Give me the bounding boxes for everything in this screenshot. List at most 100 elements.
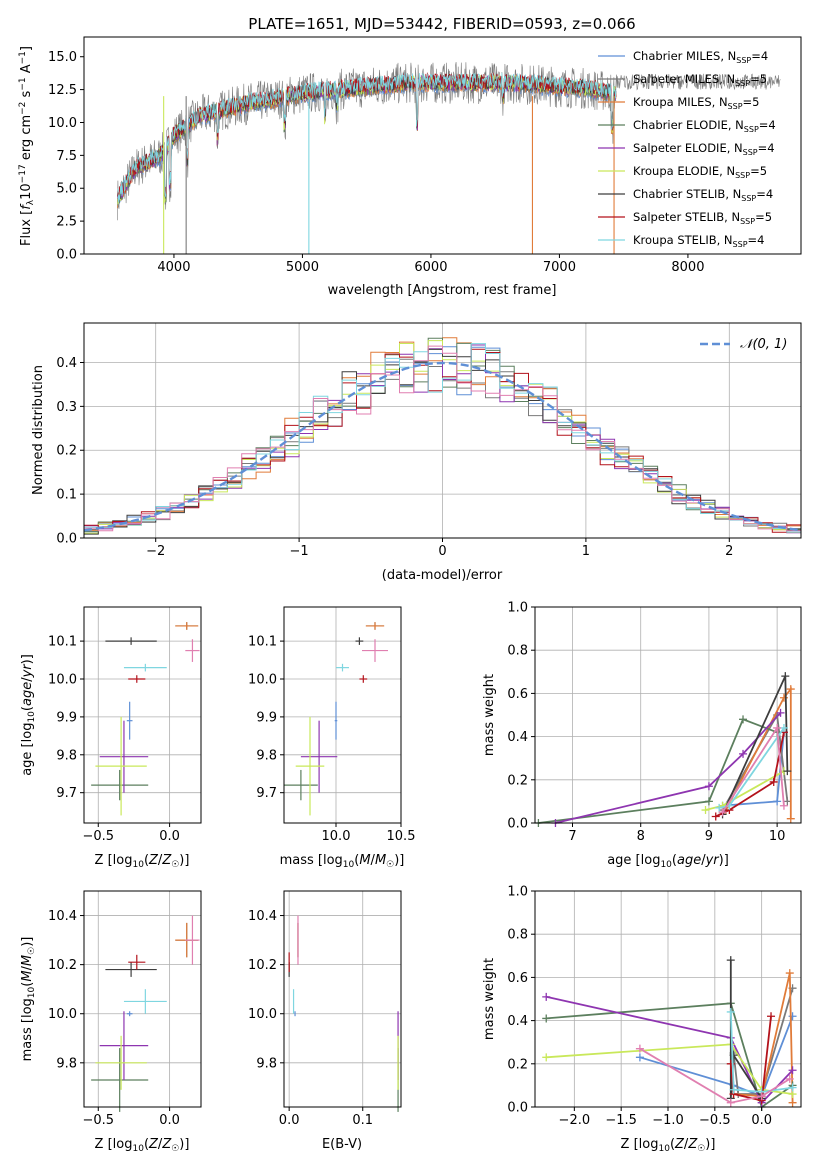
age-vs-Z-errorbars — [91, 622, 200, 816]
weight-marker — [785, 969, 794, 978]
mass-vs-Z-panel: −0.5 0.0 9.8 10.0 10.2 10.4 Z [log10(Z/Z☉)] m… — [20, 890, 202, 1154]
weight-marker — [773, 797, 782, 806]
age-vs-mass-panel: 10.0 10.5 9.7 9.8 9.9 10.0 10.1 mass [log10(M/… — [248, 606, 416, 870]
weight-marker — [635, 1053, 644, 1062]
weight-marker — [773, 723, 782, 732]
weight-marker — [711, 812, 720, 821]
y-tick-label: 10.0 — [48, 116, 77, 131]
x-tick-label: 5000 — [286, 260, 319, 275]
residuals-legend: 𝒩(0, 1) — [700, 337, 787, 352]
x-tick-label: 0.0 — [159, 1113, 180, 1128]
weight-marker — [767, 1012, 776, 1021]
weight-marker — [781, 672, 790, 681]
weight-marker — [542, 1053, 551, 1062]
legend-label: Chabrier STELIB, NSSP=4 — [633, 187, 773, 203]
spectrum-title: PLATE=1651, MJD=53442, FIBERID=0593, z=0… — [248, 15, 635, 33]
weight-marker — [779, 801, 788, 810]
spectrum-lines — [117, 62, 781, 254]
residual-histograms — [83, 337, 801, 538]
y-tick-label: 0.4 — [507, 1014, 528, 1029]
weight-marker — [785, 1074, 794, 1083]
weight-marker — [788, 1066, 797, 1075]
x-tick-label: −2.0 — [559, 1113, 591, 1128]
y-tick-label: 0.4 — [507, 730, 528, 745]
weight-marker — [739, 715, 748, 724]
normal-legend-label: 𝒩(0, 1) — [740, 337, 787, 352]
ageZ-xlabel: Z [log10(Z/Z☉)] — [95, 853, 190, 870]
weight-marker — [635, 1044, 644, 1053]
y-tick-label: 10.4 — [48, 909, 77, 924]
weightAge-xlabel: age [log10(age/yr)] — [607, 853, 729, 870]
massZ-ylabel: mass [log10(M/M☉)] — [20, 937, 37, 1062]
weightAge-ylabel: mass weight — [482, 674, 497, 756]
y-tick-label: 9.8 — [256, 748, 277, 763]
x-tick-label: 2 — [725, 544, 733, 559]
weight-marker — [729, 1085, 738, 1094]
x-tick-label: 8000 — [671, 260, 704, 275]
y-tick-label: 10.1 — [48, 635, 77, 650]
x-tick-label: −0.5 — [699, 1113, 731, 1128]
weight-marker — [542, 992, 551, 1001]
age-vs-Z-panel: −0.5 0.0 9.7 9.8 9.9 10.0 10.1 Z [log10(Z/Z☉)]… — [20, 606, 202, 870]
y-tick-label: 10.2 — [48, 958, 77, 973]
x-tick-label: 10 — [769, 829, 786, 844]
y-tick-label: 5.0 — [56, 182, 77, 197]
x-tick-label: 1 — [582, 544, 590, 559]
legend-label: Salpeter ELODIE, NSSP=4 — [633, 141, 775, 157]
y-tick-label: 10.0 — [248, 673, 277, 688]
residuals-xlabel: (data-model)/error — [382, 568, 503, 583]
x-tick-label: −1.0 — [652, 1113, 684, 1128]
x-tick-label: −0.5 — [82, 829, 114, 844]
x-tick-label: 10.5 — [387, 829, 416, 844]
age-vs-mass-errorbars — [284, 622, 388, 816]
weight-line — [538, 718, 778, 824]
weight-vs-Z-lines — [542, 956, 797, 1111]
legend-label: Chabrier MILES, NSSP=4 — [633, 49, 768, 65]
x-tick-label: 0.1 — [352, 1113, 373, 1128]
weight-marker — [788, 1098, 797, 1107]
legend-label: Kroupa ELODIE, NSSP=5 — [633, 164, 767, 180]
legend-label: Kroupa MILES, NSSP=5 — [633, 95, 759, 111]
x-tick-label: 7 — [568, 829, 576, 844]
weightZ-xlabel: Z [log10(Z/Z☉)] — [621, 1137, 716, 1154]
y-tick-label: 15.0 — [48, 50, 77, 65]
weight-marker — [783, 767, 792, 776]
y-tick-label: 0.6 — [507, 971, 528, 986]
x-tick-label: 0.0 — [751, 1113, 772, 1128]
weight-marker — [718, 808, 727, 817]
weight-marker — [704, 797, 713, 806]
y-tick-label: 0.1 — [56, 488, 77, 503]
y-tick-label: 9.8 — [56, 748, 77, 763]
y-tick-label: 0.4 — [56, 356, 77, 371]
normal-curve — [83, 361, 802, 532]
y-tick-label: 1.0 — [507, 885, 528, 900]
y-tick-label: 9.8 — [256, 1056, 277, 1071]
ageZ-ylabel: age [log10(age/yr)] — [20, 654, 37, 776]
weight-line — [639, 1047, 791, 1104]
y-tick-label: 0.0 — [56, 532, 77, 547]
weight-line — [729, 1016, 772, 1102]
weight-marker — [786, 685, 795, 694]
spectrum-xlabel: wavelength [Angstrom, rest frame] — [328, 283, 557, 298]
weight-line — [732, 987, 794, 1095]
weight-line — [729, 1011, 793, 1093]
weight-marker — [757, 1092, 766, 1101]
x-tick-label: 0 — [438, 544, 446, 559]
weight-line — [725, 686, 792, 819]
weight-marker — [786, 814, 795, 823]
y-tick-label: 0.0 — [507, 817, 528, 832]
x-tick-label: 7000 — [543, 260, 576, 275]
x-tick-label: −1.5 — [605, 1113, 637, 1128]
mass-vs-ebv-errorbars — [288, 915, 399, 1112]
y-tick-label: 10.1 — [248, 635, 277, 650]
ebv-xlabel: E(B-V) — [322, 1137, 362, 1152]
weight-marker — [704, 782, 713, 791]
weight-marker — [776, 708, 785, 717]
weight-marker — [788, 1083, 797, 1092]
weight-line — [546, 1002, 794, 1109]
y-tick-label: 10.0 — [248, 1007, 277, 1022]
weight-marker — [779, 723, 788, 732]
y-tick-label: 10.2 — [248, 958, 277, 973]
weight-vs-Z-panel: −2.0 −1.5 −1.0 −0.5 0.0 0.0 0.2 0.4 0.6 0.8 1.0 Z … — [482, 885, 802, 1154]
